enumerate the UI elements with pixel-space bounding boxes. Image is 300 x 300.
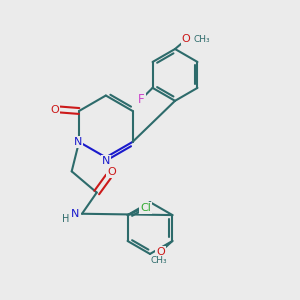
Text: F: F (138, 93, 145, 106)
Text: CH₃: CH₃ (150, 256, 167, 265)
Text: Cl: Cl (140, 203, 151, 213)
Text: CH₃: CH₃ (194, 35, 211, 44)
Text: O: O (156, 247, 165, 257)
Text: O: O (107, 167, 116, 177)
Text: O: O (182, 34, 190, 44)
Text: N: N (102, 156, 110, 166)
Text: H: H (62, 214, 70, 224)
Text: N: N (71, 209, 80, 219)
Text: O: O (50, 104, 59, 115)
Text: N: N (74, 137, 82, 147)
